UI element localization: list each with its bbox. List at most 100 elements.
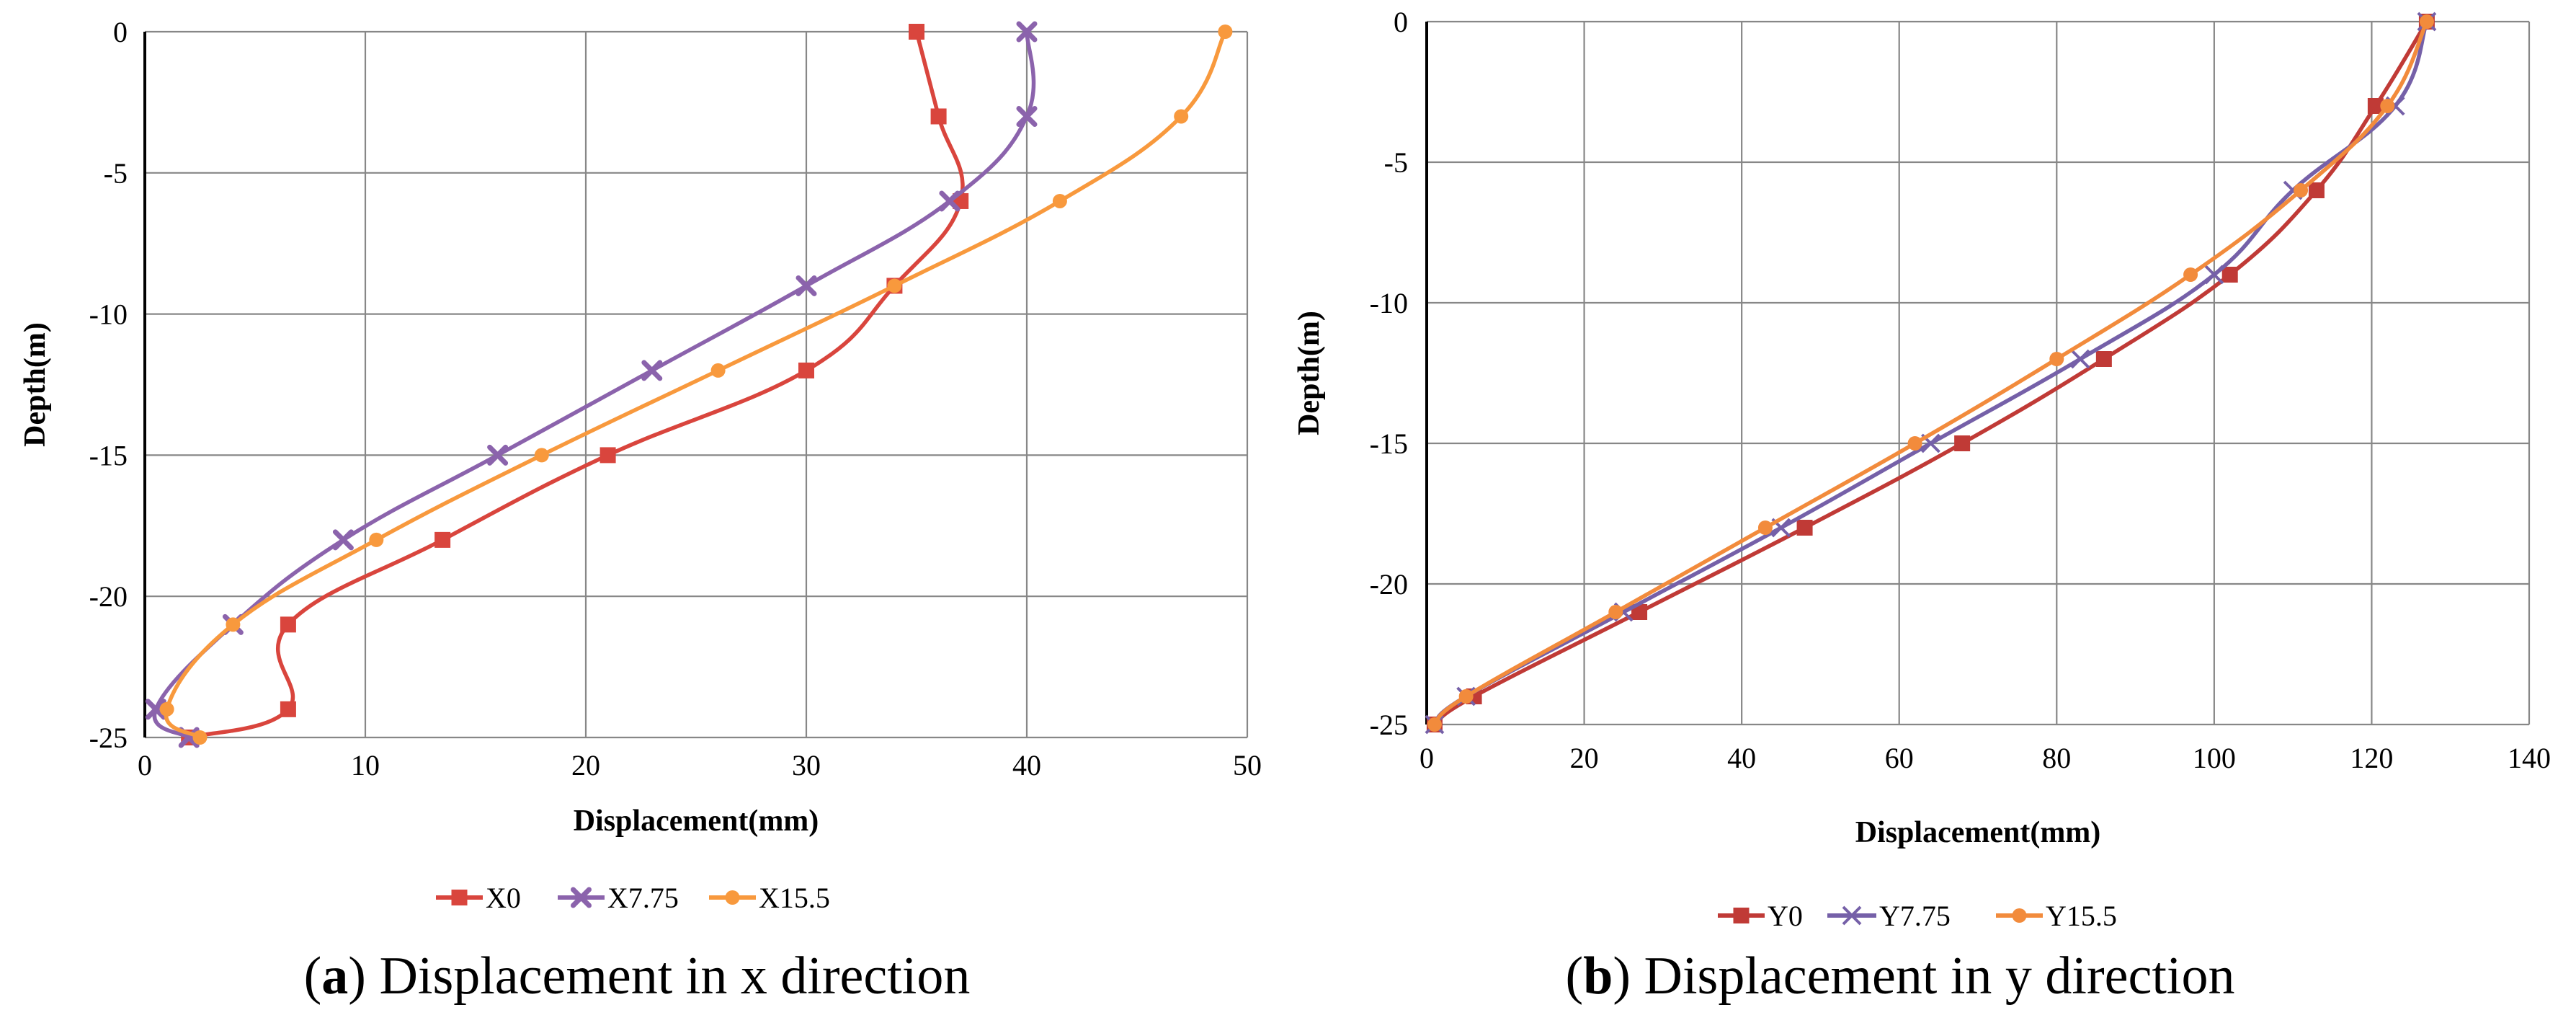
series-Y0 <box>1426 14 2435 732</box>
data-point-X0 <box>909 24 924 40</box>
caption-description: Displacement in x direction <box>366 947 970 1006</box>
legend-swatch-marker <box>451 890 468 905</box>
y-tick-label: -10 <box>1370 287 1408 319</box>
caption-description: Displacement in y direction <box>1631 947 2234 1006</box>
legend-label: Y7.75 <box>1879 900 1951 932</box>
y-tick-label: -15 <box>1370 427 1408 460</box>
legend-label: X0 <box>486 882 521 914</box>
x-tick-label: 0 <box>138 749 152 781</box>
y-tick-label: -5 <box>1384 146 1408 179</box>
data-point-X7.75 <box>1016 21 1038 43</box>
data-point-X0 <box>434 531 451 548</box>
caption-letter: b <box>1583 947 1613 1006</box>
legend-swatch-marker <box>725 890 740 905</box>
data-point-Y15.5 <box>2049 352 2064 366</box>
x-tick-label: 100 <box>2193 742 2236 774</box>
legend-swatch-marker <box>1733 908 1750 923</box>
legend-swatch-marker <box>571 887 592 908</box>
y-tick-label: -15 <box>89 439 128 471</box>
data-point-X15.5 <box>226 617 241 632</box>
data-point-Y15.5 <box>2183 267 2198 282</box>
data-point-X15.5 <box>159 701 174 717</box>
data-point-Y15.5 <box>2380 99 2395 113</box>
data-point-Y15.5 <box>2419 14 2434 29</box>
x-tick-label: 30 <box>792 749 821 781</box>
data-point-X15.5 <box>1218 25 1233 39</box>
x-tick-label: 120 <box>2350 742 2393 774</box>
data-point-X0 <box>930 108 947 125</box>
x-tick-label: 20 <box>571 749 600 781</box>
data-point-X15.5 <box>1174 109 1189 124</box>
x-tick-label: 10 <box>351 749 380 781</box>
y-tick-label: -25 <box>89 722 128 754</box>
caption-open-paren: ( <box>304 947 322 1006</box>
caption-letter: a <box>321 947 348 1006</box>
y-tick-label: -25 <box>1370 709 1408 741</box>
series-line-Y0 <box>1432 19 2429 727</box>
data-point-X15.5 <box>887 278 902 293</box>
data-point-X0 <box>600 447 616 464</box>
data-point-X7.75 <box>487 444 509 466</box>
data-point-X0 <box>280 616 296 633</box>
series-line-Y7.75 <box>1432 19 2429 727</box>
data-point-Y7.75 <box>2070 349 2090 369</box>
y-tick-label: -20 <box>1370 568 1408 601</box>
series-line-X0 <box>187 30 965 740</box>
legend-label: X7.75 <box>607 882 679 914</box>
x-tick-label: 80 <box>2042 742 2071 774</box>
legend-label: Y0 <box>1768 900 1803 932</box>
data-point-X0 <box>798 362 814 378</box>
y-axis-title: Depth(m) <box>19 322 52 447</box>
series-line-Y15.5 <box>1432 19 2429 727</box>
legend-label: Y15.5 <box>2046 900 2117 932</box>
chart-panel-a: 0 10 20 30 40 50 0 -5 -10 -15 -20 -25 Displacement(m… <box>19 16 1262 1006</box>
y-axis-title: Depth(m) <box>1293 311 1326 435</box>
data-point-X7.75 <box>332 529 354 551</box>
y-tick-label: 0 <box>113 16 128 48</box>
x-axis-title: Displacement(mm) <box>1855 816 2101 849</box>
x-tick-label: 40 <box>1012 749 1041 781</box>
data-point-X15.5 <box>369 532 384 547</box>
data-point-Y15.5 <box>1907 436 1922 451</box>
data-point-X15.5 <box>192 730 208 745</box>
y-tick-label: -5 <box>104 157 128 190</box>
caption-open-paren: ( <box>1566 947 1584 1006</box>
data-point-Y15.5 <box>1757 520 1773 535</box>
series-Y15.5 <box>1427 14 2434 732</box>
x-axis-title: Displacement(mm) <box>574 805 819 838</box>
figure-caption: (b) Displacement in y direction <box>1566 947 2235 1006</box>
data-point-Y0 <box>2367 98 2384 114</box>
x-tick-label: 20 <box>1570 742 1599 774</box>
series-X15.5 <box>159 25 1233 745</box>
data-point-X0 <box>280 701 296 717</box>
x-tick-label: 140 <box>2508 742 2551 774</box>
legend-swatch-marker <box>2012 908 2027 923</box>
data-point-Y0 <box>1796 520 1813 536</box>
y-tick-label: -20 <box>89 580 128 613</box>
y-tick-label: -10 <box>89 298 128 331</box>
data-point-X7.75 <box>795 275 817 296</box>
legend-swatch-marker <box>1842 905 1862 926</box>
figure-caption: (a) Displacement in x direction <box>304 947 971 1006</box>
data-point-X7.75 <box>1016 105 1038 127</box>
data-point-Y0 <box>2095 351 2112 367</box>
caption-close-paren: ) <box>1613 947 1631 1006</box>
data-point-X15.5 <box>1052 193 1067 208</box>
data-point-Y15.5 <box>1458 689 1474 704</box>
data-point-X15.5 <box>710 363 726 378</box>
series-X0 <box>181 24 969 745</box>
data-point-Y15.5 <box>1608 605 1623 619</box>
data-point-Y0 <box>1631 604 1648 620</box>
y-tick-label: 0 <box>1394 6 1408 38</box>
data-point-Y0 <box>2221 267 2238 283</box>
series-line-X15.5 <box>164 30 1228 740</box>
data-point-X7.75 <box>145 699 166 720</box>
data-point-Y7.75 <box>2204 265 2224 285</box>
data-point-X7.75 <box>939 190 961 212</box>
chart-panel-b: 0 20 40 60 80 100 120 140 0 -5 -10 -15 -20 -25 Displac… <box>1293 6 2551 1006</box>
x-tick-label: 40 <box>1727 742 1756 774</box>
x-tick-label: 60 <box>1885 742 1914 774</box>
legend-label: X15.5 <box>759 882 830 914</box>
caption-close-paren: ) <box>348 947 366 1006</box>
